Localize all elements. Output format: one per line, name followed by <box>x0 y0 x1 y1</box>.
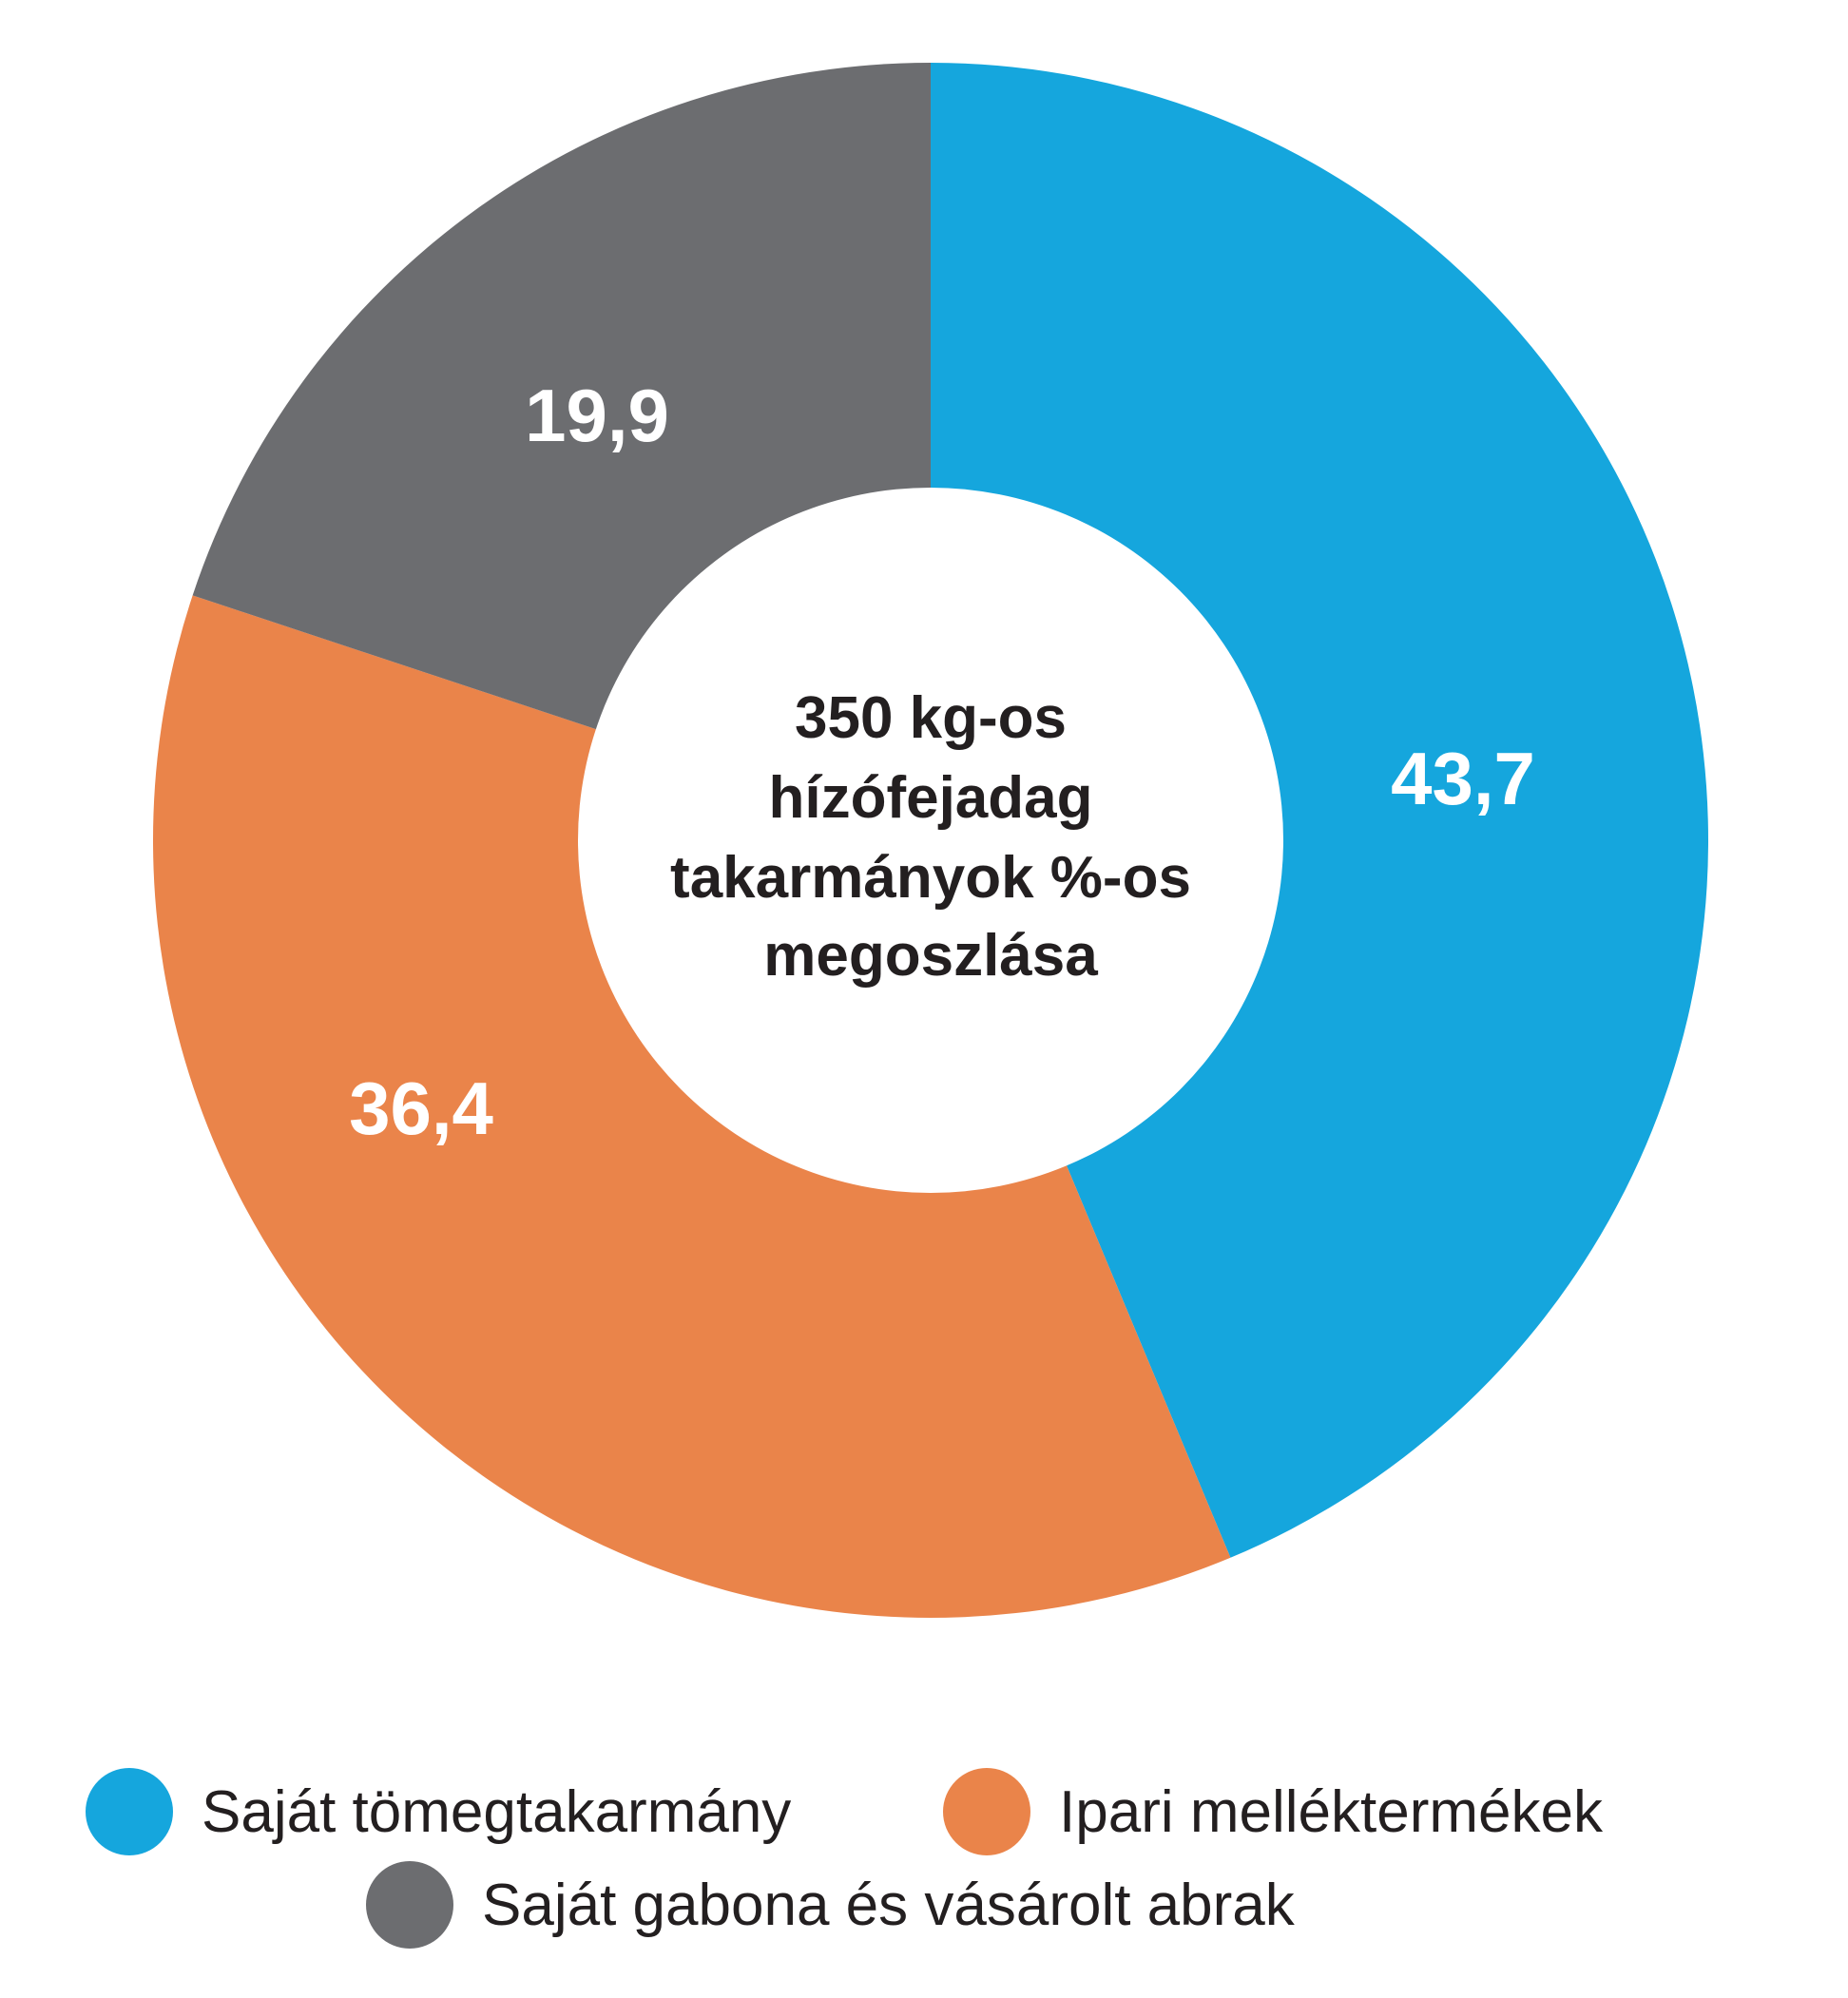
center-title-line-4: megoszlása <box>763 923 1098 989</box>
legend-item-1: Saját tömegtakarmány <box>86 1768 791 1855</box>
center-title-line-2: hízófejadag <box>768 765 1092 831</box>
legend-label-3: Saját gabona és vásárolt abrak <box>482 1872 1295 1938</box>
slice-label-3: 19,9 <box>525 374 669 457</box>
slice-1 <box>931 63 1708 1558</box>
legend-swatch-1 <box>86 1768 173 1855</box>
legend-swatch-2 <box>943 1768 1030 1855</box>
slice-label-1: 43,7 <box>1391 737 1535 820</box>
donut-hole <box>578 488 1283 1193</box>
slice-label-2: 36,4 <box>349 1066 493 1150</box>
legend-label-2: Ipari melléktermékek <box>1059 1778 1603 1845</box>
center-title-line-3: takarmányok %-os <box>670 845 1191 911</box>
legend-label-1: Saját tömegtakarmány <box>202 1778 792 1845</box>
donut-chart: 350 kg-os hízófejadag takarmányok %-os m… <box>152 63 1708 1619</box>
legend-item-2: Ipari melléktermékek <box>943 1768 1603 1855</box>
legend-item-3: Saját gabona és vásárolt abrak <box>366 1861 1295 1949</box>
legend-swatch-3 <box>366 1861 453 1949</box>
center-title-line-1: 350 kg-os <box>795 685 1067 751</box>
slice-2 <box>152 595 1231 1619</box>
